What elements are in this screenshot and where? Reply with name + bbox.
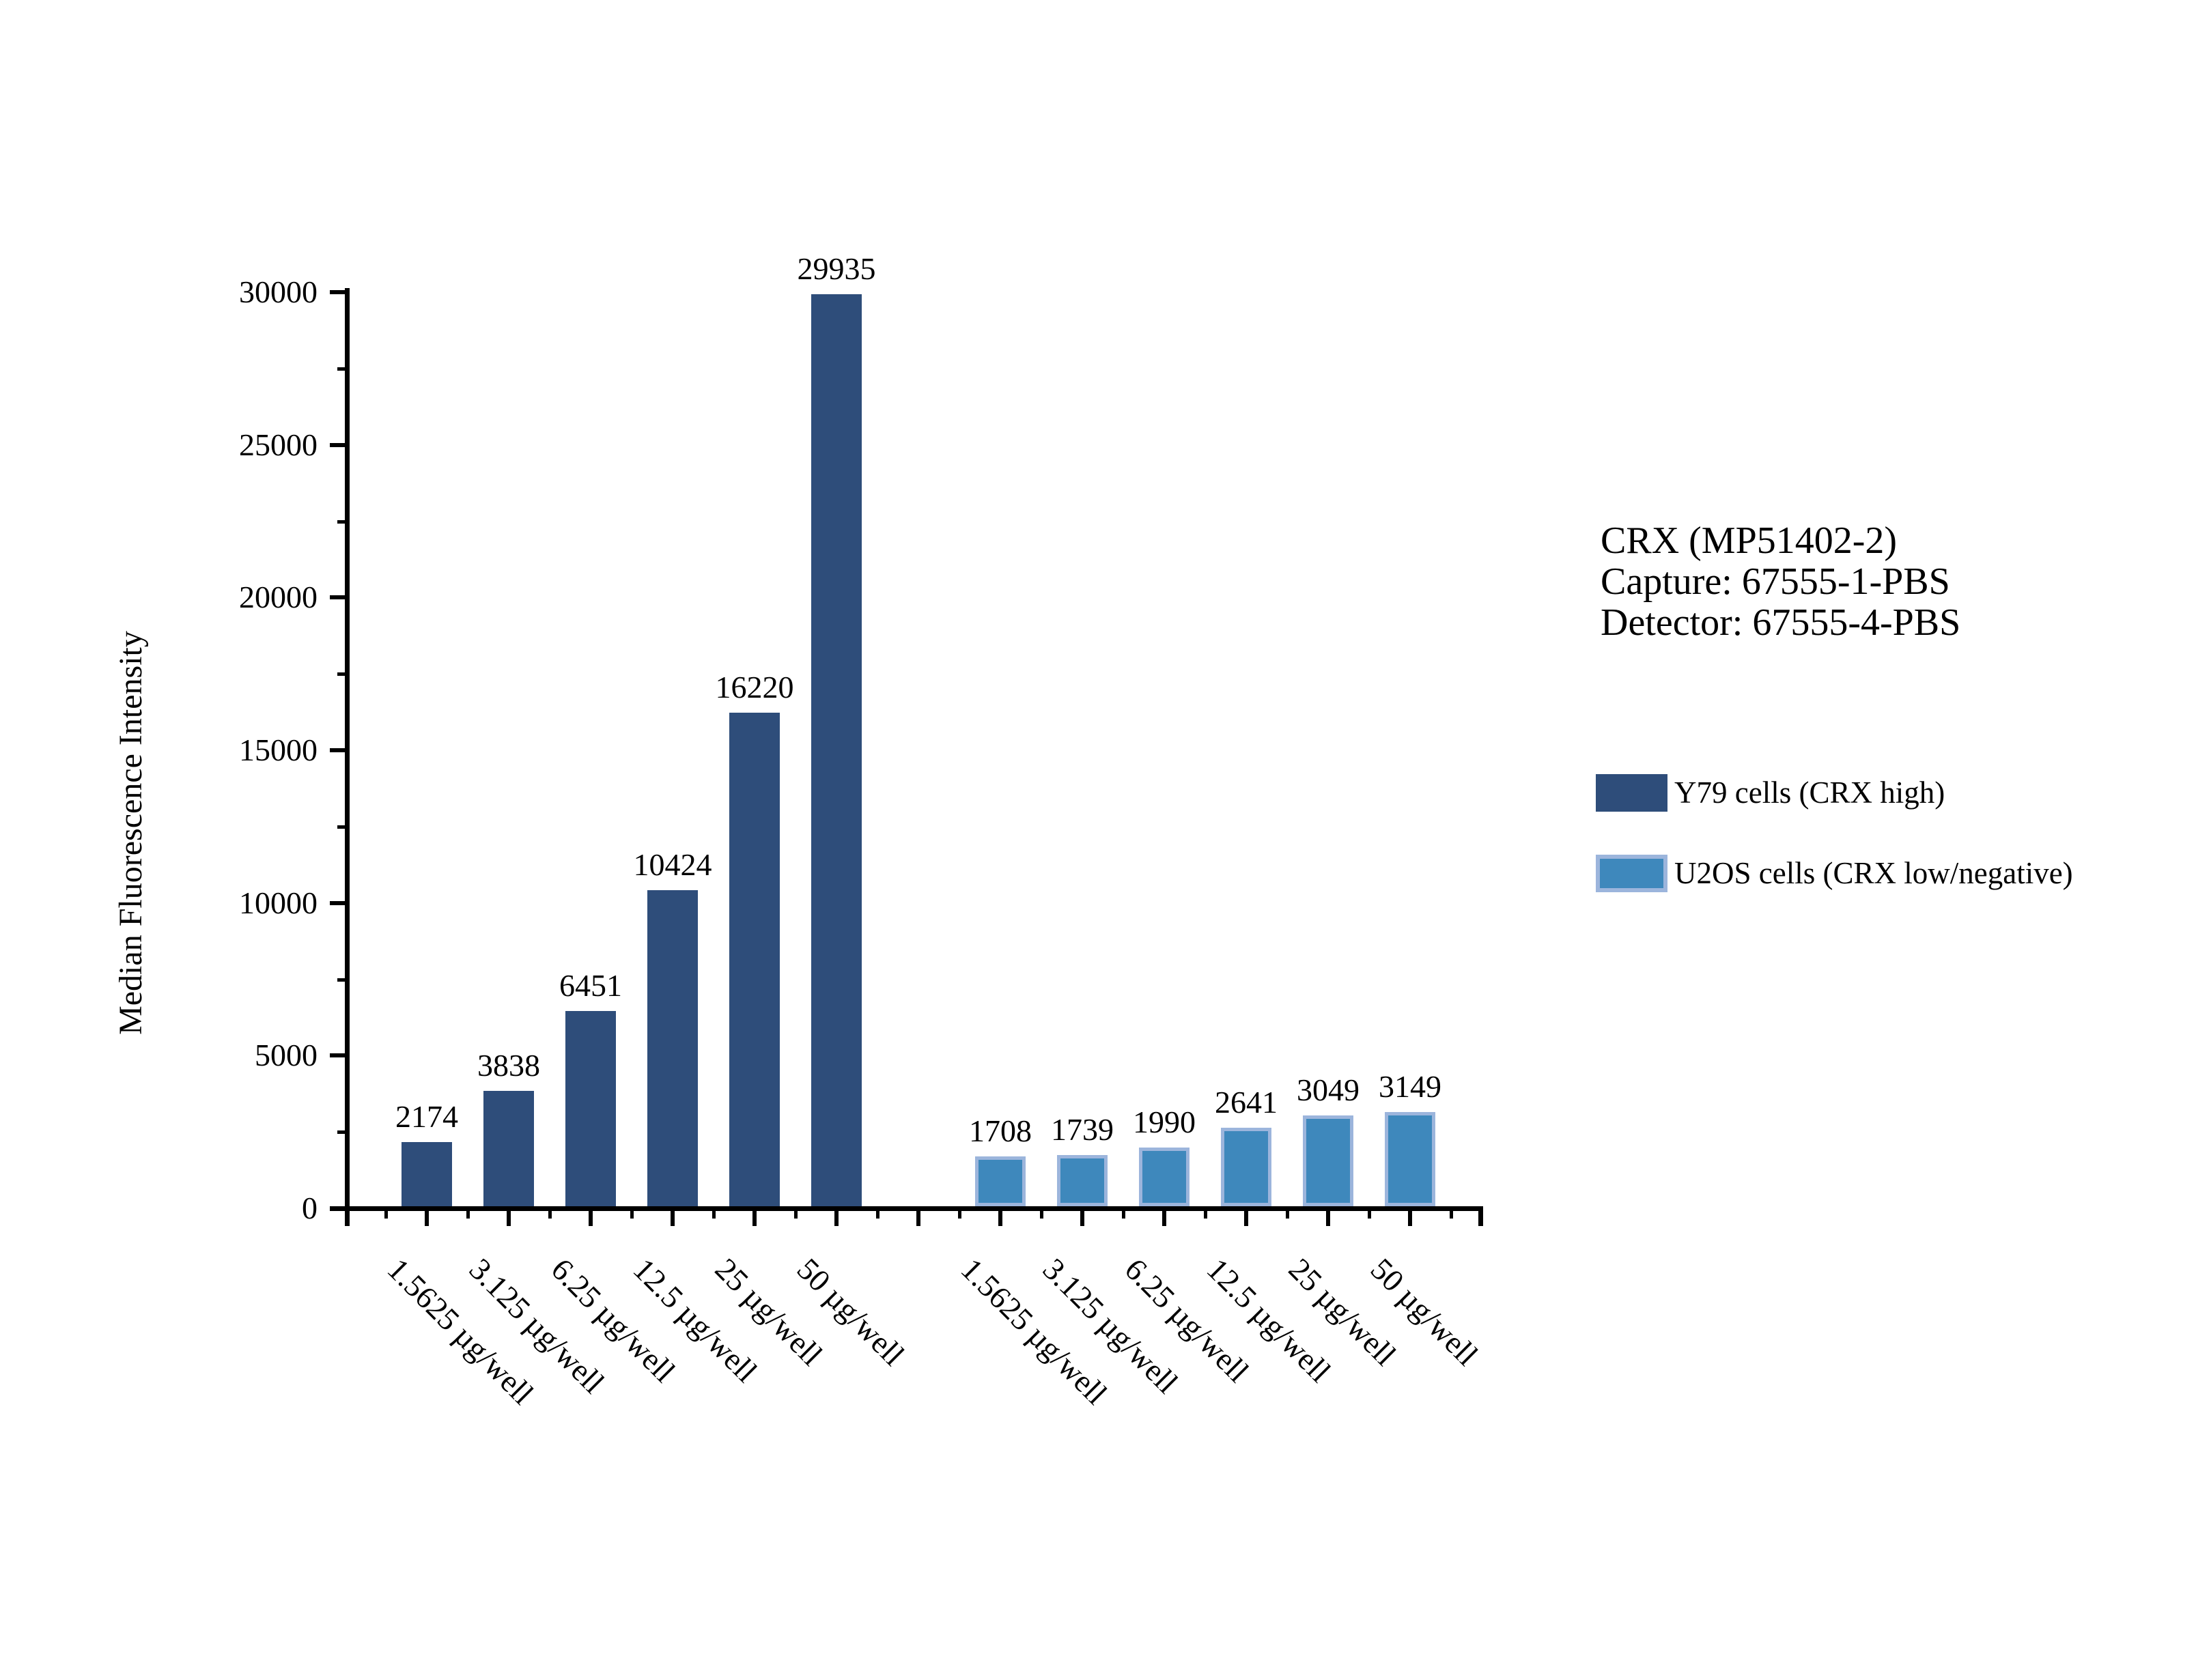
x-major-tick <box>1162 1211 1166 1226</box>
x-minor-tick <box>548 1211 552 1219</box>
y-minor-tick <box>337 1130 345 1134</box>
bar-y79-1 <box>402 1142 452 1206</box>
bar-u2os-6 <box>1385 1112 1435 1206</box>
x-tick-label: 1.5625 µg/well <box>380 1251 541 1411</box>
y-axis-line <box>345 288 350 1226</box>
y-major-tick <box>330 290 345 294</box>
legend-swatch-y79 <box>1596 774 1667 812</box>
x-major-tick <box>1244 1211 1248 1226</box>
bar-value-label: 10424 <box>633 847 712 882</box>
bar-value-label: 16220 <box>715 670 794 704</box>
legend-label-y79: Y79 cells (CRX high) <box>1674 775 1945 810</box>
bar-u2os-2 <box>1057 1155 1108 1206</box>
bar-value-label: 1739 <box>1051 1112 1114 1147</box>
x-major-tick <box>425 1211 429 1226</box>
x-major-tick <box>507 1211 511 1226</box>
bar-value-label: 3149 <box>1379 1069 1441 1104</box>
x-minor-tick <box>876 1211 879 1219</box>
bar-y79-2 <box>483 1091 534 1206</box>
x-minor-tick <box>1450 1211 1453 1219</box>
bar-value-label: 1708 <box>969 1113 1032 1148</box>
annotation-line-1: CRX (MP51402-2) <box>1601 519 1898 562</box>
y-minor-tick <box>337 978 345 982</box>
bar-value-label: 3838 <box>477 1048 540 1083</box>
bar-value-label: 2641 <box>1215 1085 1278 1120</box>
bar-value-label: 29935 <box>797 251 876 286</box>
bar-u2os-5 <box>1303 1115 1353 1206</box>
bar-y79-5 <box>729 713 780 1206</box>
x-minor-tick <box>1204 1211 1207 1219</box>
y-major-tick <box>330 1053 345 1057</box>
x-major-tick <box>752 1211 757 1226</box>
x-major-tick <box>1408 1211 1412 1226</box>
y-major-tick <box>330 595 345 599</box>
x-minor-tick <box>794 1211 798 1219</box>
x-major-tick <box>916 1211 920 1226</box>
x-major-tick <box>998 1211 1002 1226</box>
y-tick-label: 15000 <box>239 732 318 767</box>
x-major-tick <box>671 1211 675 1226</box>
x-minor-tick <box>466 1211 470 1219</box>
x-minor-tick <box>1368 1211 1371 1219</box>
y-major-tick <box>330 901 345 905</box>
x-minor-tick <box>384 1211 388 1219</box>
y-minor-tick <box>337 520 345 524</box>
legend-swatch-u2os <box>1596 855 1667 892</box>
y-minor-tick <box>337 825 345 829</box>
annotation-line-3: Detector: 67555-4-PBS <box>1601 601 1961 644</box>
bar-u2os-1 <box>975 1156 1026 1206</box>
x-major-tick <box>1080 1211 1084 1226</box>
annotation-block: CRX (MP51402-2) Capture: 67555-1-PBS Det… <box>1601 520 1960 643</box>
bar-u2os-4 <box>1221 1128 1271 1206</box>
x-axis-end-tick <box>1478 1211 1483 1226</box>
y-tick-label: 25000 <box>239 427 318 462</box>
x-minor-tick <box>1286 1211 1289 1219</box>
y-minor-tick <box>337 672 345 676</box>
bar-y79-3 <box>565 1011 616 1206</box>
y-minor-tick <box>337 367 345 371</box>
x-major-tick <box>834 1211 839 1226</box>
bar-value-label: 2174 <box>395 1099 458 1134</box>
y-tick-label: 30000 <box>239 274 318 309</box>
x-axis-line <box>330 1206 1483 1211</box>
x-minor-tick <box>958 1211 961 1219</box>
x-minor-tick <box>1122 1211 1125 1219</box>
y-tick-label: 0 <box>302 1191 318 1225</box>
y-tick-label: 20000 <box>239 580 318 614</box>
x-minor-tick <box>712 1211 716 1219</box>
y-major-tick <box>330 443 345 447</box>
x-minor-tick <box>630 1211 634 1219</box>
y-tick-label: 5000 <box>255 1038 318 1072</box>
annotation-line-2: Capture: 67555-1-PBS <box>1601 560 1950 603</box>
bar-u2os-3 <box>1139 1148 1190 1206</box>
y-tick-label: 10000 <box>239 885 318 920</box>
x-major-tick <box>589 1211 593 1226</box>
y-major-tick <box>330 748 345 752</box>
bar-value-label: 1990 <box>1133 1105 1196 1139</box>
x-minor-tick <box>1040 1211 1043 1219</box>
bar-y79-4 <box>647 890 698 1206</box>
bar-y79-6 <box>811 294 862 1206</box>
bar-value-label: 3049 <box>1297 1072 1360 1107</box>
bar-value-label: 6451 <box>559 968 622 1003</box>
legend-label-u2os: U2OS cells (CRX low/negative) <box>1674 856 2073 890</box>
x-tick-label: 1.5625 µg/well <box>954 1251 1114 1411</box>
x-major-tick <box>1326 1211 1330 1226</box>
